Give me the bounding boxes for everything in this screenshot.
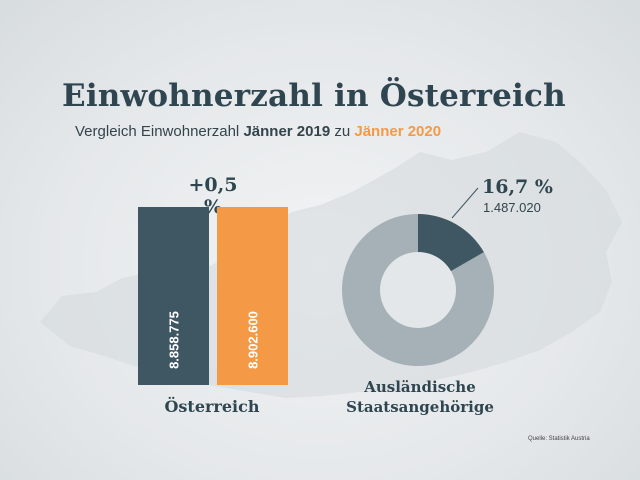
bar-2020-value-label: 8.902.600 (246, 311, 261, 369)
bar-2019 (138, 207, 209, 385)
donut-category-label: Ausländische Staatsangehörige (346, 378, 494, 416)
subtitle-year-2019: Jänner 2019 (243, 123, 331, 140)
source-note: Quelle: Statistik Austria (528, 436, 590, 442)
foreign-share-percent: 16,7 % (482, 176, 553, 198)
donut-hole (380, 252, 456, 328)
subtitle-text: Vergleich Einwohnerzahl (75, 123, 244, 140)
subtitle: Vergleich Einwohnerzahl Jänner 2019 zu J… (75, 123, 441, 140)
page-title: Einwohnerzahl in Österreich (62, 78, 566, 114)
bar-category-label: Österreich (164, 397, 260, 416)
subtitle-connector: zu (330, 123, 355, 140)
subtitle-year-2020: Jänner 2020 (354, 123, 442, 140)
bar-2019-value-label: 8.858.775 (167, 311, 182, 369)
foreign-share-count: 1.487.020 (483, 200, 541, 215)
leader-line (451, 187, 479, 219)
bar-2020 (217, 207, 288, 385)
